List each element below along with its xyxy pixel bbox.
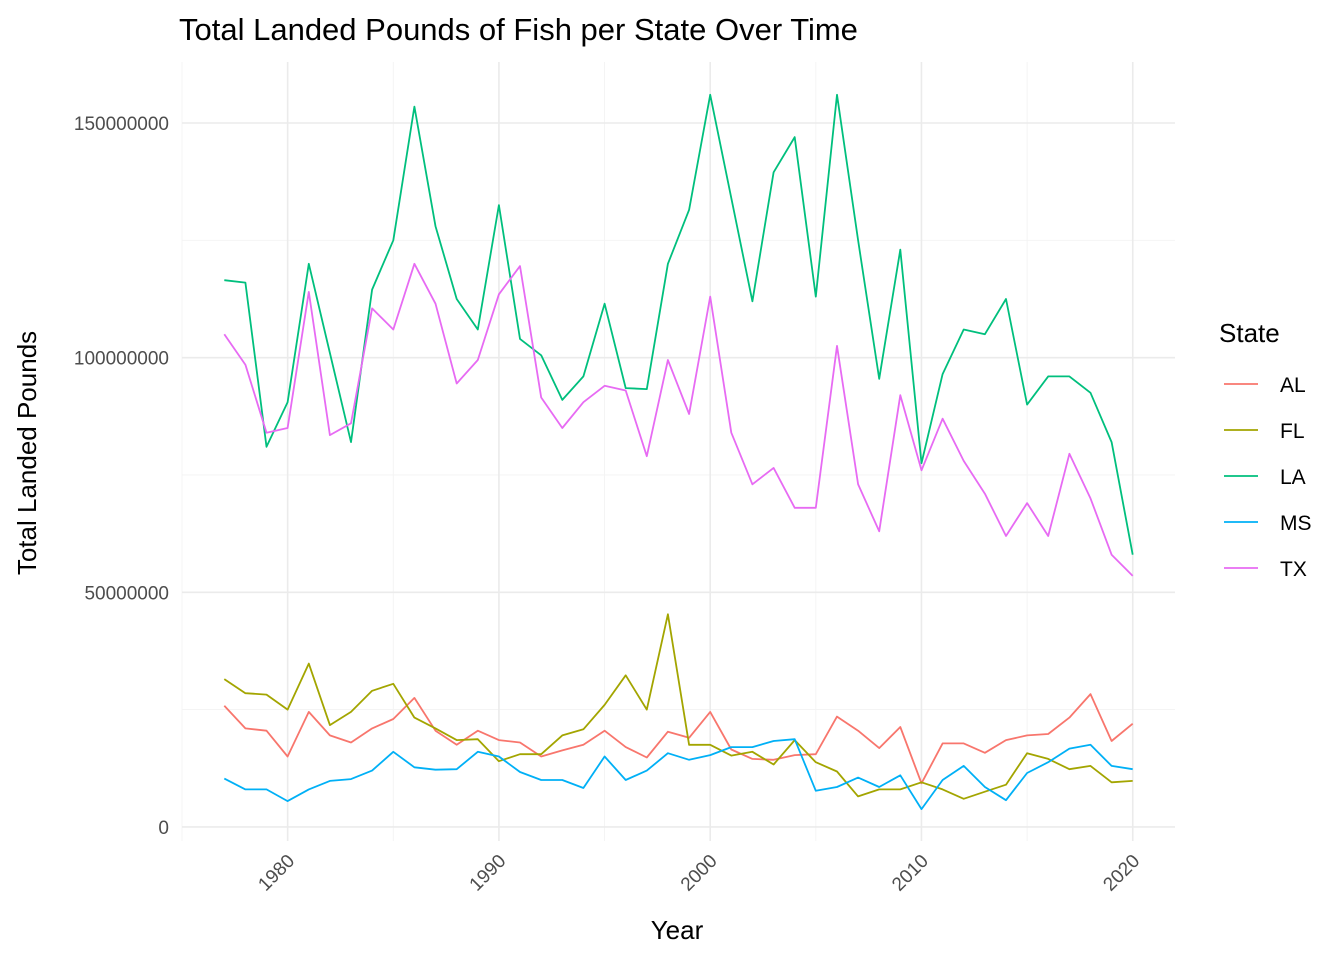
y-tick-label: 50000000	[84, 583, 169, 604]
x-tick-label: 1990	[466, 851, 511, 896]
legend-label-fl: FL	[1280, 420, 1305, 443]
x-tick-label: 2010	[888, 851, 933, 896]
legend-label-tx: TX	[1280, 558, 1307, 581]
x-tick-label: 1980	[254, 851, 299, 896]
grid	[181, 62, 1175, 841]
y-tick-label: 100000000	[74, 349, 169, 370]
legend-label-ms: MS	[1280, 512, 1312, 535]
y-tick-label: 150000000	[74, 114, 169, 135]
series-line-tx	[223, 262, 1134, 577]
legend: State AL FL LA MS TX	[1219, 318, 1312, 581]
legend-title: State	[1219, 318, 1280, 348]
series-layer	[223, 93, 1134, 810]
series-line-al	[223, 693, 1134, 785]
x-axis-title: Year	[651, 915, 704, 945]
y-axis-title: Total Landed Pounds	[12, 331, 42, 575]
chart-title: Total Landed Pounds of Fish per State Ov…	[179, 12, 858, 47]
series-line-fl	[223, 613, 1133, 800]
series-line-la	[224, 93, 1134, 555]
y-axis: 0 50000000 100000000 150000000	[74, 114, 169, 839]
x-tick-label: 2000	[677, 851, 722, 896]
y-tick-label: 0	[158, 818, 169, 839]
series-line-ms	[223, 738, 1133, 810]
legend-label-la: LA	[1280, 466, 1306, 489]
x-axis: 1980 1990 2000 2010 2020	[254, 851, 1144, 896]
legend-label-al: AL	[1280, 374, 1306, 397]
x-tick-label: 2020	[1099, 851, 1144, 896]
